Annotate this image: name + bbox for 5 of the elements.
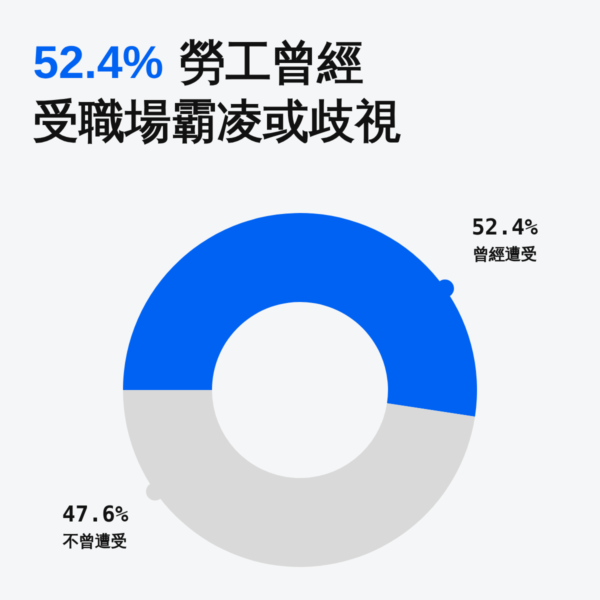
slice-label: 曾經遭受 [472,246,537,264]
slice-label: 不曾遭受 [62,532,128,550]
data-label: 52.4% [472,216,539,241]
chart-title: 52.4% 勞工曾經受職場霸凌或歧視 [33,36,401,147]
data-label: 47.6% [62,502,130,528]
